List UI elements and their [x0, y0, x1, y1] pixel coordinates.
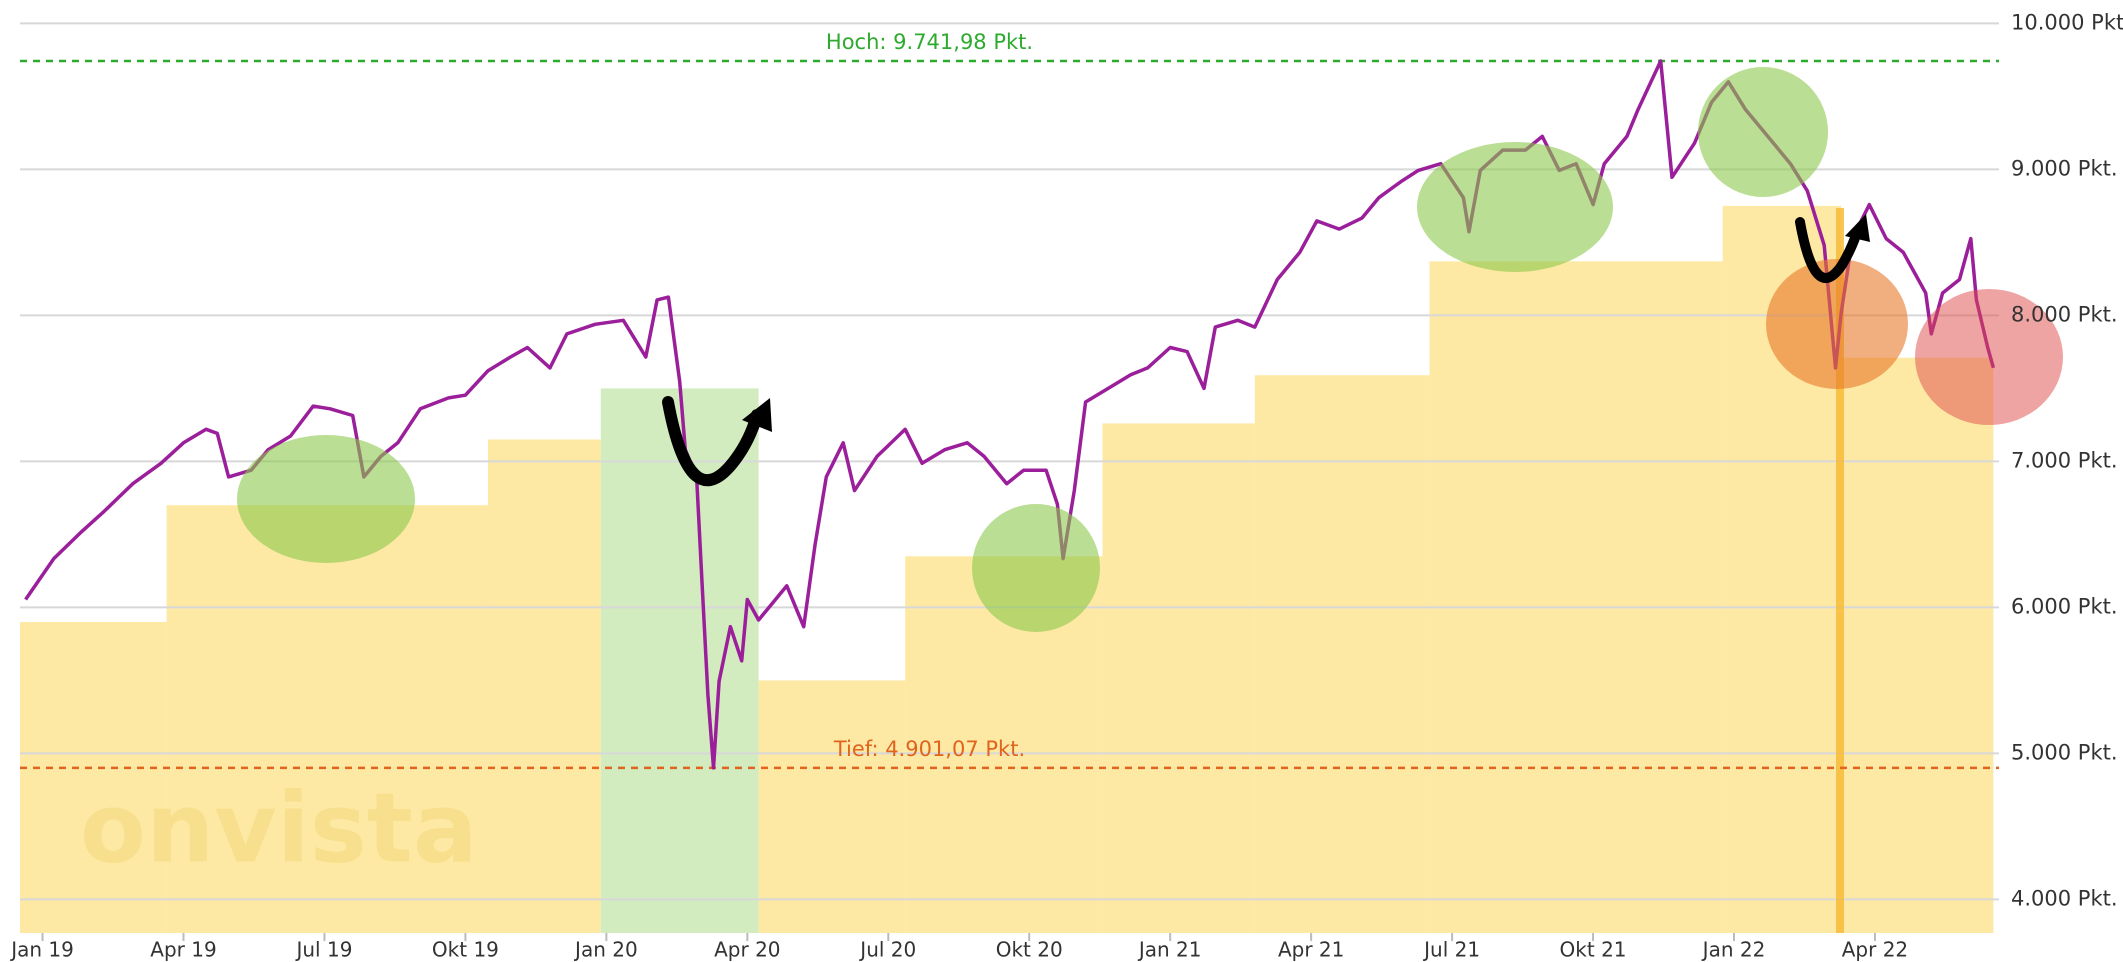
bar-layer: [20, 205, 1994, 934]
x-tick-label: Jan 20: [573, 938, 638, 962]
x-tick-label: Okt 21: [1560, 938, 1627, 962]
arrow: [662, 396, 763, 487]
arrow: [1795, 217, 1862, 283]
x-tick-label: Jul 21: [1422, 938, 1480, 962]
bar: [487, 439, 601, 933]
grid-layer: [20, 22, 1999, 941]
bar: [1254, 375, 1430, 933]
x-tick-label: Okt 20: [996, 938, 1063, 962]
highlight-circle: [1698, 67, 1828, 197]
arrow-head: [742, 398, 772, 432]
bar: [20, 622, 167, 933]
bar: [1102, 423, 1255, 933]
x-tick-label: Jul 19: [294, 938, 352, 962]
y-tick-label: 5.000 Pkt.: [2011, 740, 2118, 764]
y-tick-label: 9.000 Pkt.: [2011, 156, 2118, 180]
x-tick-label: Apr 19: [150, 938, 216, 962]
highlight-circle: [1417, 142, 1613, 272]
x-tick-label: Apr 22: [1842, 938, 1908, 962]
arrow-head: [1845, 214, 1870, 242]
reference-label: Tief: 4.901,07 Pkt.: [833, 737, 1025, 761]
y-tick-label: 4.000 Pkt.: [2011, 886, 2118, 910]
arrows: [662, 214, 1870, 487]
bar: [600, 388, 759, 933]
y-tick-label: 7.000 Pkt.: [2011, 448, 2118, 472]
highlight-circle: [972, 504, 1100, 632]
watermark: onvista: [80, 772, 478, 884]
x-tick-label: Jan 19: [9, 938, 74, 962]
x-tick-label: Jan 22: [1701, 938, 1766, 962]
y-tick-label: 8.000 Pkt.: [2011, 302, 2118, 326]
x-tick-label: Jan 21: [1137, 938, 1202, 962]
x-tick-label: Okt 19: [432, 938, 499, 962]
highlights: [237, 67, 2063, 632]
label-layer: 4.000 Pkt. 5.000 Pkt. 6.000 Pkt. 7.000 Pkt.…: [9, 10, 2123, 961]
bar: [1841, 357, 1994, 933]
reference-label: Hoch: 9.741,98 Pkt.: [826, 30, 1033, 54]
bar: [758, 680, 906, 933]
y-tick-label: 6.000 Pkt.: [2011, 594, 2118, 618]
y-tick-label: 10.000 Pkt.: [2011, 10, 2123, 34]
highlight-circle: [1766, 259, 1908, 389]
x-tick-label: Apr 21: [1278, 938, 1344, 962]
bar: [166, 505, 488, 933]
x-tick-label: Jul 20: [858, 938, 916, 962]
bar: [1429, 261, 1723, 933]
highlight-circle: [237, 435, 415, 563]
highlight-circle: [1915, 289, 2063, 425]
x-tick-label: Apr 20: [714, 938, 780, 962]
